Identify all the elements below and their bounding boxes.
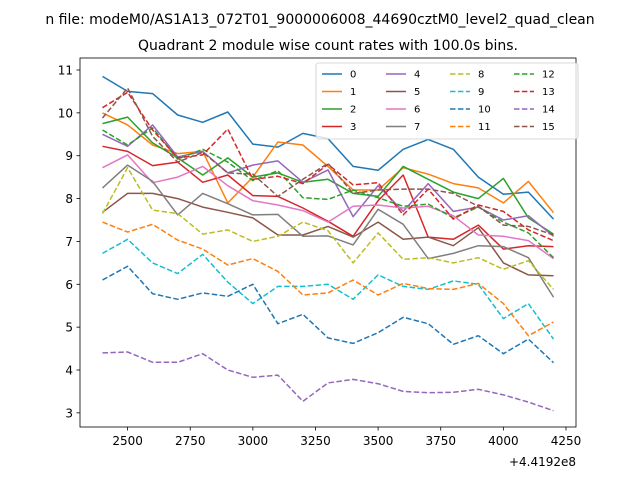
x-tick-label-3500: 3500 — [363, 434, 394, 448]
figure-suptitle: n file: modeM0/AS1A13_072T01_9000006008_… — [45, 12, 594, 28]
chart-title: Quadrant 2 module wise count rates with … — [138, 38, 518, 54]
x-tick-label-2750: 2750 — [175, 434, 206, 448]
series-line-5 — [102, 192, 554, 277]
series-line-9 — [102, 238, 555, 340]
series-line-1 — [102, 112, 555, 214]
y-tick-label-9: 9 — [65, 149, 73, 163]
legend-label-10: 10 — [478, 105, 491, 116]
legend-label-4: 4 — [414, 70, 420, 81]
y-tick-label-5: 5 — [65, 321, 73, 335]
y-tick-label-11: 11 — [58, 64, 73, 78]
y-axis: 3 4 5 6 7 8 9 10 11 — [58, 64, 80, 420]
y-tick-label-6: 6 — [65, 278, 73, 292]
series-line-10 — [102, 265, 555, 364]
series-line-4 — [102, 124, 554, 237]
y-tick-label-7: 7 — [65, 235, 73, 249]
x-tick-label-4000: 4000 — [488, 434, 519, 448]
legend-label-2: 2 — [350, 105, 356, 116]
y-tick-label-10: 10 — [58, 106, 73, 120]
x-tick-label-3250: 3250 — [300, 434, 331, 448]
x-offset-label: +4.4192e8 — [509, 455, 576, 469]
legend-label-11: 11 — [478, 122, 491, 133]
series-line-6 — [102, 154, 554, 260]
legend-label-0: 0 — [350, 70, 356, 81]
legend-label-3: 3 — [350, 122, 356, 133]
legend-label-5: 5 — [414, 87, 420, 98]
y-tick-label-8: 8 — [65, 192, 73, 206]
axes-frame — [79, 57, 577, 428]
legend-label-6: 6 — [414, 105, 420, 116]
x-tick-label-3750: 3750 — [425, 434, 456, 448]
series-line-7 — [101, 164, 555, 298]
legend-label-8: 8 — [478, 70, 484, 81]
legend-label-9: 9 — [478, 87, 484, 98]
y-tick-label-3: 3 — [65, 406, 73, 420]
x-tick-label-3000: 3000 — [238, 434, 269, 448]
series-line-15 — [101, 87, 554, 236]
legend-label-15: 15 — [542, 122, 555, 133]
x-axis: 2500 2750 3000 3250 3500 3750 4000 4250 — [112, 427, 581, 448]
y-tick-label-4: 4 — [65, 364, 73, 378]
x-tick-label-2500: 2500 — [112, 434, 143, 448]
x-tick-label-4250: 4250 — [551, 434, 582, 448]
legend-label-13: 13 — [542, 87, 555, 98]
legend-label-12: 12 — [542, 70, 555, 81]
plot-area — [79, 57, 577, 428]
legend-label-1: 1 — [350, 87, 356, 98]
series-line-14 — [102, 351, 554, 412]
series-line-11 — [102, 221, 554, 337]
legend-box — [315, 62, 579, 140]
legend-label-7: 7 — [414, 122, 420, 133]
series-line-8 — [101, 166, 555, 290]
legend-label-14: 14 — [542, 105, 555, 116]
